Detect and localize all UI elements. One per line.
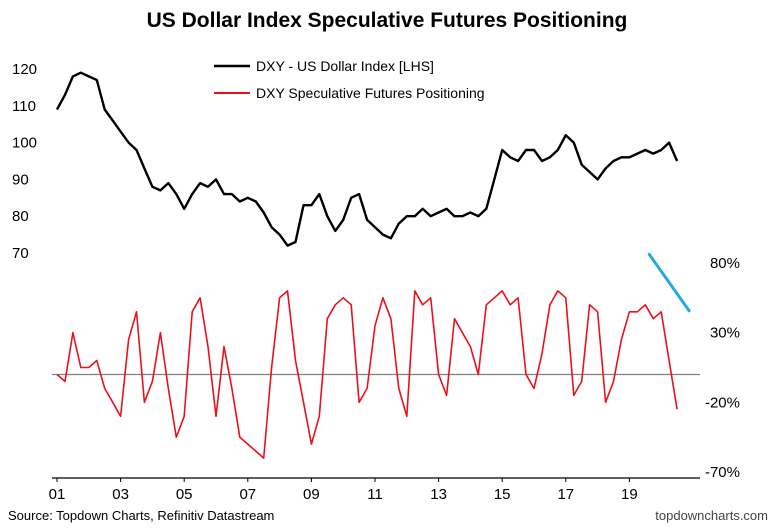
source-note: Source: Topdown Charts, Refinitiv Datast… [8,508,274,523]
series-positioning-line [56,290,678,459]
trend-line [647,252,692,313]
legend-label-positioning: DXY Speculative Futures Positioning [256,85,485,101]
left-tick-label: 120 [12,61,37,78]
left-tick-label: 70 [12,245,29,262]
left-tick-label: 100 [12,135,37,152]
left-tick-label: 80 [12,208,29,225]
right-tick-label: -20% [705,394,740,411]
x-tick-label: 11 [367,486,383,503]
right-axis: 80% 30% -20% -70% [705,255,740,481]
left-tick-label: 90 [12,171,29,188]
x-axis: 01 03 05 07 09 11 13 15 17 19 [49,478,638,503]
right-tick-label: -70% [705,464,740,481]
x-tick-label: 07 [239,486,256,503]
x-tick-label: 15 [494,486,511,503]
left-axis: 70 80 90 100 110 120 [12,61,37,262]
brand-watermark: topdowncharts.com [655,508,768,523]
x-tick-label: 13 [430,486,447,503]
legend-label-dxy: DXY - US Dollar Index [LHS] [256,58,434,74]
x-tick-label: 09 [303,486,320,503]
x-tick-label: 19 [621,486,638,503]
right-tick-label: 30% [710,325,740,342]
left-tick-label: 110 [12,98,36,115]
x-tick-label: 05 [176,486,193,503]
x-tick-label: 17 [557,486,574,503]
right-tick-label: 80% [710,255,740,272]
series-dxy-line [55,71,679,247]
chart-title: US Dollar Index Speculative Futures Posi… [147,9,628,32]
legend: DXY - US Dollar Index [LHS] DXY Speculat… [214,58,485,101]
x-tick-label: 03 [112,486,129,503]
x-tick-label: 01 [49,486,66,503]
